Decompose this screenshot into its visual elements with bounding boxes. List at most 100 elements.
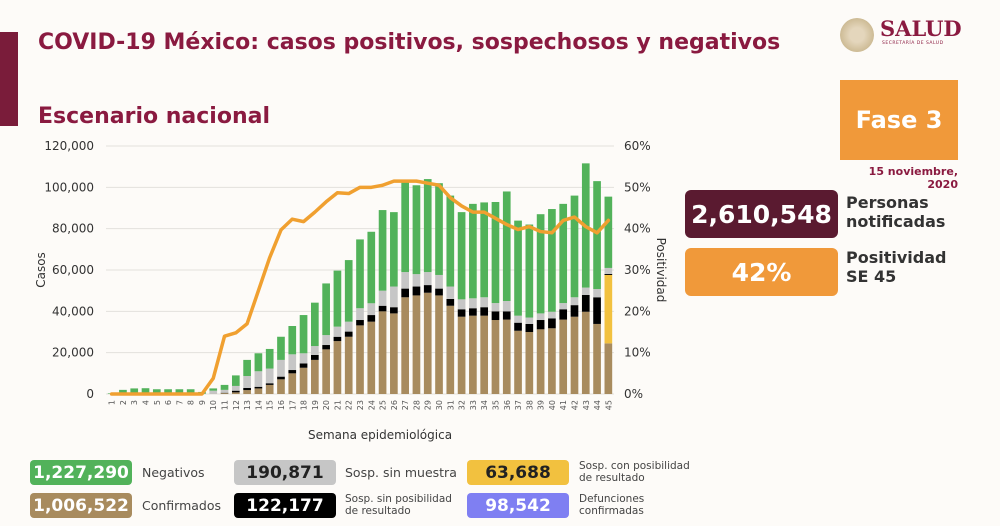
label-line: Personas: [846, 193, 929, 212]
bar-sosp_sin_posibilidad: [367, 315, 376, 322]
bar-sosp_sin_muestra: [502, 301, 511, 312]
bar-confirmados: [502, 319, 511, 394]
bar-sosp_sin_posibilidad: [457, 309, 466, 317]
positivity-point: [584, 225, 587, 228]
bar-sosp_sin_posibilidad: [412, 286, 421, 296]
positivity-point: [291, 217, 294, 221]
bar-sosp_sin_posibilidad: [243, 388, 251, 391]
bar-sosp_sin_muestra: [254, 371, 263, 387]
bar-sosp_sin_posibilidad: [548, 318, 556, 329]
bar-sosp_sin_posibilidad: [604, 273, 613, 275]
bar-sosp_sin_posibilidad: [288, 370, 297, 374]
positivity-point: [268, 256, 271, 259]
legend-negativos-label: Negativos: [142, 465, 205, 480]
bar-sosp_sin_posibilidad: [559, 309, 568, 320]
x-tick-label: 16: [277, 400, 286, 410]
bar-sosp_sin_posibilidad: [536, 320, 545, 330]
bar-sosp_sin_muestra: [231, 385, 240, 391]
bar-negativos: [469, 203, 477, 299]
salud-logo-subtext: SECRETARÍA DE SALUD: [882, 41, 944, 46]
bar-sosp_sin_posibilidad: [277, 376, 285, 380]
bar-sosp_sin_posibilidad: [423, 285, 432, 293]
x-tick-label: 11: [221, 400, 230, 410]
phase-badge: Fase 3: [840, 80, 958, 160]
bar-sosp_sin_muestra: [277, 359, 285, 377]
label-line: de resultado: [345, 505, 411, 517]
positivity-point: [178, 392, 181, 396]
label-line: de resultado: [579, 472, 645, 484]
bar-negativos: [164, 389, 172, 394]
legend-sin-posibilidad-label: Sosp. sin posibilidad de resultado: [345, 493, 452, 517]
bar-negativos: [457, 212, 466, 300]
x-tick-label: 41: [559, 400, 568, 410]
x-tick-label: 34: [480, 400, 489, 410]
y2-tick-label: 0%: [624, 387, 643, 401]
bar-confirmados: [457, 316, 466, 394]
mexico-seal-logo: [840, 18, 874, 52]
legend-sin-posibilidad-value: 122,177: [234, 493, 336, 518]
positivity-point: [324, 200, 328, 203]
positivity-point: [516, 228, 520, 231]
bar-negativos: [367, 231, 376, 304]
label-line: Defunciones: [579, 493, 645, 505]
positivity-point: [449, 196, 452, 199]
bar-sosp_sin_muestra: [604, 267, 613, 274]
x-tick-label: 43: [582, 400, 591, 410]
positivity-point: [370, 186, 373, 189]
positivity-point: [471, 210, 475, 214]
bar-sosp_sin_posibilidad: [502, 311, 511, 320]
legend-defunciones-value: 98,542: [467, 493, 569, 518]
bar-sosp_sin_posibilidad: [390, 307, 398, 314]
legend-negativos-value: 1,227,290: [30, 460, 132, 485]
bar-sosp_sin_muestra: [378, 290, 387, 306]
bar-confirmados: [604, 343, 613, 394]
bar-sosp_sin_posibilidad: [446, 298, 455, 306]
positivity-point: [415, 179, 418, 183]
bar-sosp_sin_muestra: [299, 353, 308, 364]
bar-negativos: [378, 210, 387, 291]
x-tick-label: 3: [130, 400, 139, 405]
bar-sosp_sin_posibilidad: [514, 322, 522, 331]
x-tick-label: 22: [345, 400, 354, 410]
bar-sosp_sin_muestra: [288, 354, 297, 371]
bar-sosp_sin_posibilidad: [525, 323, 534, 332]
bar-negativos: [220, 384, 229, 390]
bar-sosp_sin_muestra: [559, 303, 568, 310]
bar-negativos: [119, 389, 127, 394]
y2-tick-label: 60%: [624, 139, 651, 153]
bar-negativos: [604, 196, 613, 268]
bar-sosp_sin_muestra: [356, 308, 364, 321]
bar-confirmados: [412, 295, 421, 394]
bar-confirmados: [356, 325, 364, 394]
bar-negativos: [277, 336, 285, 360]
x-tick-label: 28: [412, 400, 421, 410]
bar-sosp_sin_posibilidad: [333, 336, 342, 342]
bar-sosp_sin_posibilidad: [435, 288, 443, 296]
bar-sosp_sin_posibilidad: [231, 390, 240, 393]
bar-confirmados: [299, 367, 308, 394]
bar-sosp_sin_muestra: [570, 297, 579, 306]
bar-confirmados: [322, 349, 330, 394]
positivity-point: [302, 220, 305, 223]
page-title: COVID-19 México: casos positivos, sospec…: [38, 30, 781, 55]
y-tick-label: 80,000: [52, 222, 94, 236]
positivity-point: [279, 228, 283, 232]
positivity-point: [144, 392, 147, 396]
bar-negativos: [265, 348, 274, 369]
x-tick-label: 32: [458, 400, 467, 410]
bar-sosp_sin_posibilidad: [299, 363, 308, 368]
bar-confirmados: [593, 323, 601, 394]
bar-sosp_sin_muestra: [390, 286, 398, 308]
bar-confirmados: [311, 359, 319, 394]
bar-negativos: [344, 260, 353, 322]
bar-sosp_sin_muestra: [333, 326, 342, 337]
positivity-point: [482, 210, 486, 214]
bar-confirmados: [401, 297, 409, 394]
label-line: Sosp. con posibilidad: [579, 460, 690, 472]
positivity-point: [313, 210, 317, 214]
bar-sosp_sin_posibilidad: [491, 311, 500, 321]
bar-sosp_sin_muestra: [446, 286, 455, 299]
bar-negativos: [570, 195, 579, 298]
bar-sosp_sin_posibilidad: [581, 295, 590, 312]
positivity-point: [460, 204, 463, 208]
